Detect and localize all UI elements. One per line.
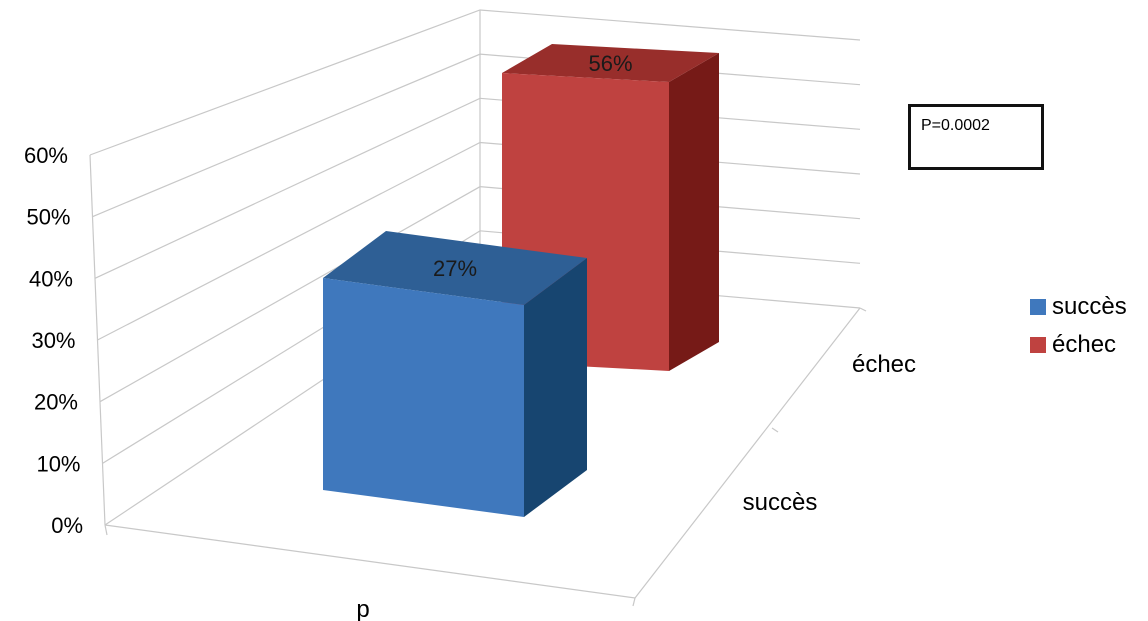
floor-tick (859, 307, 867, 312)
y-tick-label: 40% (29, 266, 73, 291)
legend-swatch-echec (1030, 337, 1046, 353)
bar-top-1 (502, 44, 719, 83)
chart-walls (89, 9, 867, 607)
bar-side-1 (669, 53, 719, 371)
legend-item-echec: échec (1030, 326, 1127, 364)
gridline (92, 53, 861, 218)
floor-tick (104, 524, 108, 536)
y-tick-label: 50% (26, 205, 70, 230)
legend: succès échec (1030, 288, 1127, 364)
y-tick-label: 0% (51, 513, 83, 538)
category-labels: p succès échec (356, 351, 916, 621)
y-tick-label: 60% (24, 143, 68, 168)
depth-category-label: succès (743, 489, 818, 516)
x-category-label: p (356, 596, 369, 621)
legend-swatch-succes (1030, 299, 1046, 315)
bar-front-0 (323, 278, 524, 517)
data-labels: 56% 27% (433, 51, 633, 281)
y-tick-label: 10% (36, 451, 80, 476)
chart-bars (323, 44, 719, 517)
p-value-annotation: P=0.0002 (908, 104, 1044, 170)
y-tick-label: 20% (34, 390, 78, 415)
floor-tick (632, 597, 636, 607)
bar-side-0 (524, 258, 587, 517)
legend-label-succes: succès (1052, 293, 1127, 320)
depth-category-label: échec (852, 351, 916, 378)
bar-top-0 (323, 231, 587, 306)
data-label-1: 56% (588, 51, 632, 76)
legend-label-echec: échec (1052, 331, 1117, 358)
y-tick-label: 30% (31, 328, 75, 353)
legend-item-succes: succès (1030, 288, 1127, 326)
data-label-0: 27% (433, 256, 477, 281)
y-axis-ticks: 0% 10% 20% 30% 40% 50% 60% (24, 143, 83, 538)
gridline (89, 9, 861, 156)
floor-tick (771, 427, 779, 433)
y-axis-line (89, 154, 106, 526)
